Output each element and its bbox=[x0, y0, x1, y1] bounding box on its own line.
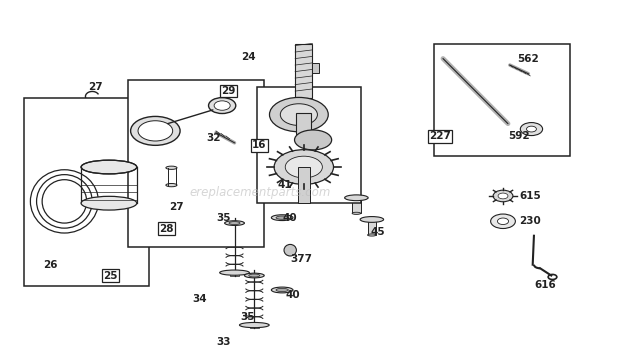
Text: ereplacementparts.com: ereplacementparts.com bbox=[190, 186, 331, 199]
Text: 40: 40 bbox=[282, 213, 297, 223]
Circle shape bbox=[285, 156, 322, 178]
Bar bbox=[257, 87, 361, 203]
Circle shape bbox=[493, 190, 513, 202]
Text: 26: 26 bbox=[43, 260, 57, 270]
Text: 34: 34 bbox=[192, 294, 207, 304]
Circle shape bbox=[520, 123, 542, 135]
Ellipse shape bbox=[352, 212, 361, 215]
Bar bbox=[250, 323, 259, 328]
Ellipse shape bbox=[244, 273, 264, 278]
Bar bbox=[128, 80, 264, 246]
Text: 27: 27 bbox=[169, 202, 184, 212]
Ellipse shape bbox=[368, 234, 376, 236]
Text: 45: 45 bbox=[371, 227, 385, 237]
Text: 16: 16 bbox=[252, 140, 267, 150]
Text: 35: 35 bbox=[216, 213, 231, 223]
Circle shape bbox=[138, 121, 172, 141]
Ellipse shape bbox=[360, 217, 384, 223]
Bar bbox=[296, 113, 311, 134]
Text: 227: 227 bbox=[429, 131, 451, 141]
Bar bbox=[368, 219, 376, 235]
Ellipse shape bbox=[272, 287, 293, 293]
Ellipse shape bbox=[276, 216, 288, 219]
Circle shape bbox=[490, 214, 515, 229]
Text: 230: 230 bbox=[519, 216, 541, 226]
Ellipse shape bbox=[81, 196, 137, 210]
Text: 377: 377 bbox=[290, 254, 312, 264]
Ellipse shape bbox=[166, 183, 177, 187]
Text: 28: 28 bbox=[159, 224, 174, 233]
Bar bbox=[352, 197, 361, 213]
Circle shape bbox=[131, 117, 180, 145]
Ellipse shape bbox=[239, 322, 269, 328]
Bar bbox=[434, 44, 570, 156]
Text: 24: 24 bbox=[241, 52, 255, 62]
Bar bbox=[24, 98, 149, 286]
Circle shape bbox=[274, 150, 334, 184]
Circle shape bbox=[526, 126, 536, 132]
Ellipse shape bbox=[280, 104, 317, 126]
Ellipse shape bbox=[224, 221, 244, 225]
Ellipse shape bbox=[345, 195, 368, 201]
Text: 32: 32 bbox=[206, 133, 221, 143]
Circle shape bbox=[208, 98, 236, 114]
Ellipse shape bbox=[229, 222, 240, 225]
Text: 615: 615 bbox=[519, 191, 541, 201]
Ellipse shape bbox=[276, 288, 288, 291]
Ellipse shape bbox=[284, 244, 296, 256]
Text: 33: 33 bbox=[216, 338, 231, 347]
Text: 27: 27 bbox=[89, 82, 103, 93]
Text: 41: 41 bbox=[278, 180, 293, 190]
Ellipse shape bbox=[249, 274, 260, 277]
Circle shape bbox=[214, 101, 230, 110]
Text: 616: 616 bbox=[534, 280, 556, 290]
Text: 592: 592 bbox=[508, 131, 529, 141]
Text: 562: 562 bbox=[517, 54, 539, 64]
Text: 25: 25 bbox=[104, 270, 118, 281]
Circle shape bbox=[497, 218, 508, 225]
Ellipse shape bbox=[272, 215, 293, 221]
Text: 40: 40 bbox=[285, 290, 300, 301]
Text: 29: 29 bbox=[221, 86, 236, 96]
Ellipse shape bbox=[219, 270, 249, 275]
Bar bbox=[230, 271, 239, 276]
Ellipse shape bbox=[166, 166, 177, 170]
Ellipse shape bbox=[270, 97, 328, 132]
Bar bbox=[312, 63, 319, 73]
Bar bbox=[298, 167, 310, 203]
Ellipse shape bbox=[81, 160, 137, 174]
Ellipse shape bbox=[294, 130, 332, 150]
Circle shape bbox=[498, 193, 508, 199]
Text: 35: 35 bbox=[241, 312, 255, 322]
Bar bbox=[295, 44, 312, 98]
